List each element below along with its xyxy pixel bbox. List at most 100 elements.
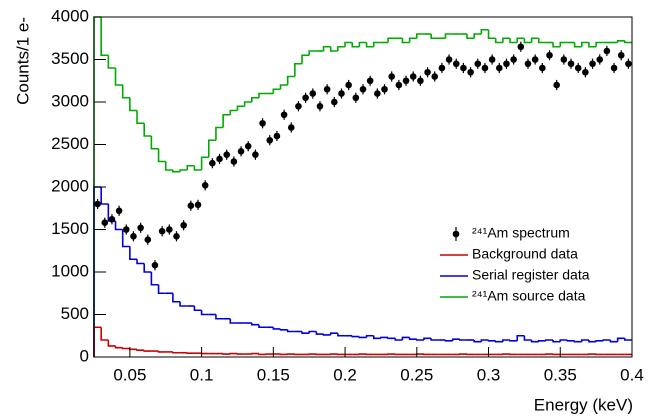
histogram-bin xyxy=(365,334,374,338)
data-point xyxy=(338,90,345,97)
x-tick-label: 0.25 xyxy=(400,365,433,384)
histogram-bin xyxy=(337,333,346,337)
histogram-bin xyxy=(401,38,410,44)
histogram-bin xyxy=(315,331,324,335)
y-tick-label: 3500 xyxy=(51,49,89,68)
histogram-bin xyxy=(444,33,453,39)
histogram-bin xyxy=(121,85,130,99)
histogram-bin xyxy=(157,148,166,163)
histogram-bin xyxy=(580,339,589,342)
data-point xyxy=(101,219,109,226)
x-tick-label: 0.1 xyxy=(190,365,214,384)
data-point xyxy=(589,60,596,68)
y-tick-label: 4000 xyxy=(51,6,89,25)
data-point xyxy=(173,233,180,240)
histogram-bin xyxy=(136,349,145,351)
data-point xyxy=(266,136,274,144)
histogram-bin xyxy=(552,42,561,48)
data-point xyxy=(481,64,489,72)
histogram-bin xyxy=(129,97,138,112)
data-point xyxy=(209,159,216,167)
data-point xyxy=(474,60,482,68)
histogram-bin xyxy=(329,332,338,335)
data-point xyxy=(158,227,166,235)
histogram-bin xyxy=(559,339,568,342)
data-point xyxy=(201,182,209,189)
data-point xyxy=(445,56,453,63)
histogram-bin xyxy=(172,293,181,303)
data-point xyxy=(180,221,187,229)
histogram-bin xyxy=(93,326,102,357)
data-point xyxy=(144,236,152,243)
histogram-bin xyxy=(272,88,281,94)
histogram-bin xyxy=(100,17,109,57)
histogram-bin xyxy=(516,334,525,341)
data-point xyxy=(194,201,202,209)
data-point xyxy=(596,56,604,63)
histogram-bin xyxy=(200,310,209,316)
data-point xyxy=(316,102,324,110)
histogram-bin xyxy=(301,331,310,334)
histogram-bin xyxy=(523,38,532,44)
histogram-bin xyxy=(337,45,346,51)
data-point xyxy=(359,85,367,93)
histogram-bin xyxy=(573,42,582,48)
histogram-bin xyxy=(466,34,475,40)
histogram-bin xyxy=(487,29,496,40)
histogram-bin xyxy=(545,339,554,341)
data-point xyxy=(510,56,517,63)
histogram-bin xyxy=(179,301,188,307)
histogram-bin xyxy=(172,170,181,173)
histogram-bin xyxy=(487,340,496,342)
histogram-bin xyxy=(121,347,130,350)
histogram-bin xyxy=(279,328,288,331)
data-point xyxy=(467,68,474,76)
data-point xyxy=(151,261,159,269)
data-point xyxy=(610,64,618,72)
histogram-bin xyxy=(236,105,245,111)
histogram-bin xyxy=(107,55,116,69)
histogram-bin xyxy=(229,318,238,324)
histogram-bin xyxy=(616,337,625,342)
data-point xyxy=(574,64,582,72)
x-axis-label: Energy (keV) xyxy=(534,395,633,414)
histogram-bin xyxy=(136,110,145,125)
histogram-bin xyxy=(179,169,188,172)
histogram-bin xyxy=(537,340,546,342)
data-point xyxy=(287,124,295,131)
histogram-bin xyxy=(387,37,396,43)
histogram-bin xyxy=(157,284,166,295)
histogram-bin xyxy=(365,42,374,48)
histogram-bin xyxy=(172,351,181,354)
histogram-bin xyxy=(351,335,360,338)
histogram-bin xyxy=(494,340,503,343)
data-point xyxy=(546,51,553,59)
data-point xyxy=(244,142,252,150)
histogram-bin xyxy=(301,54,310,64)
histogram-bin xyxy=(164,161,173,171)
histogram-bin xyxy=(566,340,575,342)
histogram-bin xyxy=(129,246,138,261)
histogram-bin xyxy=(143,350,152,352)
data-point xyxy=(438,64,446,72)
histogram-bin xyxy=(588,340,597,343)
data-point xyxy=(295,102,302,110)
histogram-bin xyxy=(516,37,525,43)
data-point xyxy=(273,132,281,140)
histogram-bin xyxy=(322,45,331,51)
histogram-bin xyxy=(408,337,417,340)
histogram-bin xyxy=(100,327,109,341)
histogram-bin xyxy=(258,92,267,98)
histogram-bin xyxy=(480,28,489,34)
y-tick-label: 2500 xyxy=(51,134,89,153)
histogram-bin xyxy=(372,335,381,340)
data-point xyxy=(617,51,625,59)
histogram-bin xyxy=(251,323,259,326)
histogram-bin xyxy=(602,339,611,341)
histogram-bin xyxy=(193,306,202,312)
x-tick-label: 0.3 xyxy=(477,365,501,384)
histogram-bin xyxy=(423,337,432,340)
data-point xyxy=(402,77,410,85)
y-axis-label: Counts/1 e- xyxy=(13,17,32,105)
